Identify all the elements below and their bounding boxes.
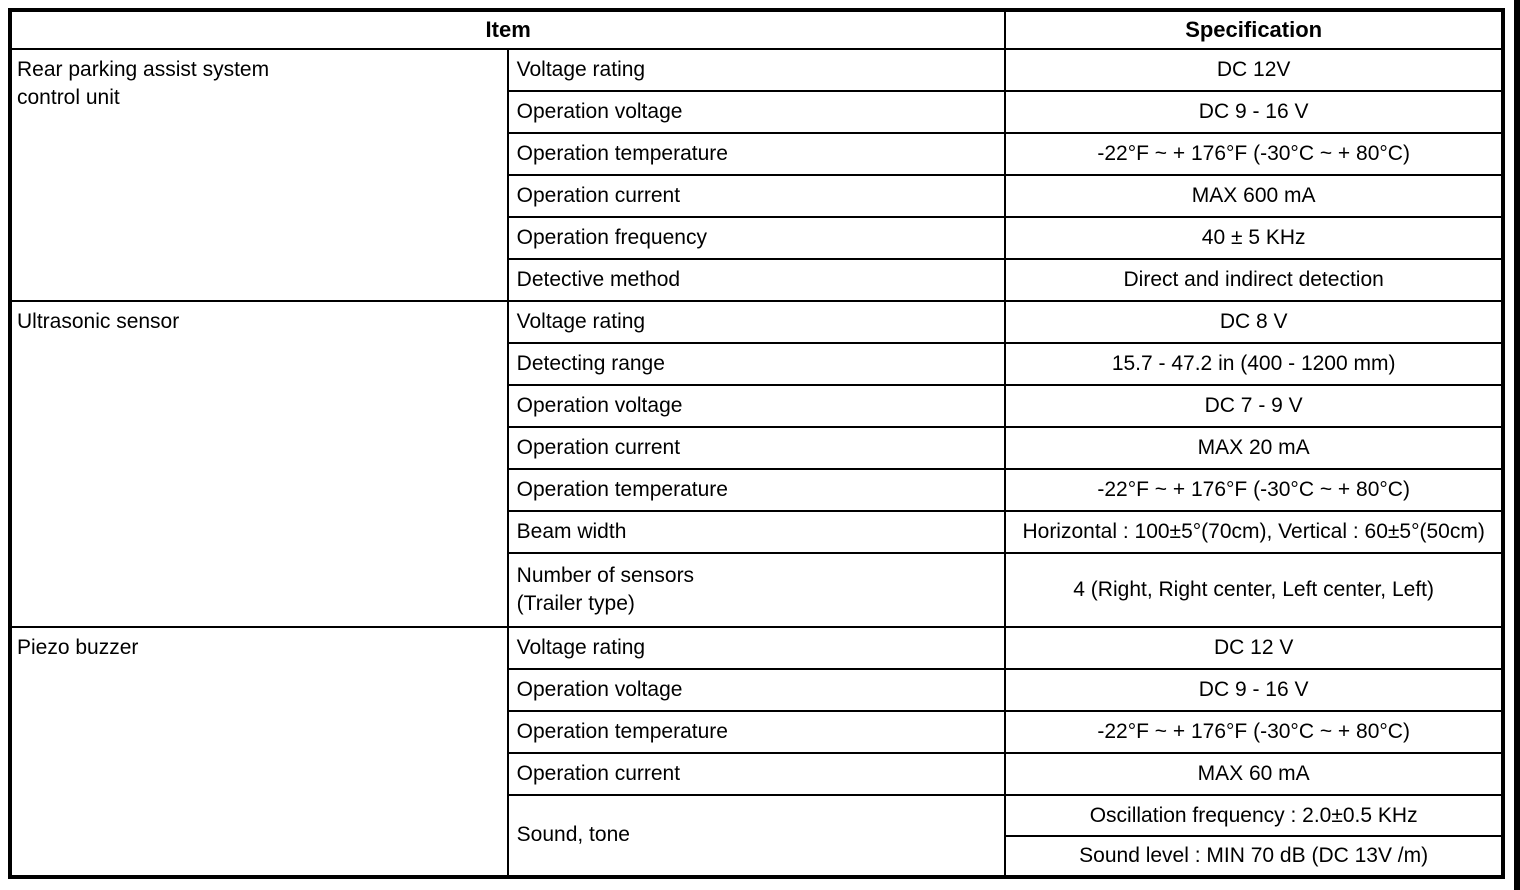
spec-label-cell: Operation current [506, 174, 1007, 218]
table-row: Operation temperature -22°F ~ + 176°F (-… [10, 468, 1504, 512]
spec-value-cell: DC 12V [1004, 48, 1504, 92]
table-row: Operation voltage DC 9 - 16 V [10, 668, 1504, 712]
spec-value-cell: Horizontal : 100±5°(70cm), Vertical : 60… [1004, 510, 1504, 554]
spec-value-cell: MAX 20 mA [1004, 426, 1504, 470]
table-row: Beam width Horizontal : 100±5°(70cm), Ve… [10, 510, 1504, 554]
spec-label-cell: Operation temperature [506, 710, 1007, 754]
spec-label-cell: Operation voltage [506, 90, 1007, 134]
table-row: Piezo buzzer Voltage rating DC 12 V [9, 626, 1504, 878]
table-row: Operation temperature -22°F ~ + 176°F (-… [10, 710, 1504, 754]
spec-label-cell: Detecting range [506, 342, 1007, 386]
group-name-cell: Rear parking assist system control unit [9, 48, 509, 302]
spec-value-cell: MAX 60 mA [1004, 752, 1504, 796]
spec-label-cell: Detective method [506, 258, 1007, 302]
table-row: Sound, tone Oscillation frequency : 2.0±… [10, 794, 1504, 878]
spec-label-cell: Voltage rating [506, 626, 1007, 670]
spec-value-cell: DC 12 V [1004, 626, 1504, 670]
spec-label-cell: Sound, tone [506, 794, 1007, 878]
table-row: Operation voltage DC 7 - 9 V [10, 384, 1504, 428]
spec-value-cell: Oscillation frequency : 2.0±0.5 KHz [1004, 794, 1504, 837]
spec-value-cell: Direct and indirect detection [1004, 258, 1504, 302]
spec-value-cell: 15.7 - 47.2 in (400 - 1200 mm) [1004, 342, 1504, 386]
header-row: Item Specification [8, 9, 1504, 50]
spec-value-cell: -22°F ~ + 176°F (-30°C ~ + 80°C) [1004, 710, 1504, 754]
spec-value-cell: -22°F ~ + 176°F (-30°C ~ + 80°C) [1004, 468, 1504, 512]
table-row: Operation temperature -22°F ~ + 176°F (-… [10, 132, 1504, 176]
table-row: Operation current MAX 60 mA [10, 752, 1504, 796]
spec-label-cell: Operation temperature [506, 468, 1007, 512]
spec-label-cell: Beam width [506, 510, 1007, 554]
spec-label-cell: Voltage rating [506, 300, 1007, 344]
spec-label-cell: Operation voltage [506, 668, 1007, 712]
spec-value-cell: DC 8 V [1004, 300, 1504, 344]
table-row: Ultrasonic sensor Voltage rating DC 8 V [9, 300, 1504, 628]
page-edge-line [1514, 0, 1520, 890]
spec-label-cell: Operation temperature [506, 132, 1007, 176]
header-specification: Specification [1004, 9, 1504, 50]
group-name-cell: Ultrasonic sensor [9, 300, 509, 628]
spec-value-cell: DC 7 - 9 V [1004, 384, 1504, 428]
header-item: Item [8, 9, 1007, 50]
spec-value-cell: MAX 600 mA [1004, 174, 1504, 218]
spec-value-cell: -22°F ~ + 176°F (-30°C ~ + 80°C) [1004, 132, 1504, 176]
table-row: Detective method Direct and indirect det… [10, 258, 1504, 302]
spec-value-cell: 4 (Right, Right center, Left center, Lef… [1004, 552, 1504, 628]
spec-value-cell: 40 ± 5 KHz [1004, 216, 1504, 260]
spec-value-cell: DC 9 - 16 V [1004, 668, 1504, 712]
spec-label-cell: Operation current [506, 752, 1007, 796]
spec-label-cell: Number of sensors (Trailer type) [506, 552, 1007, 628]
group-name-cell: Piezo buzzer [9, 626, 509, 878]
table-row: Operation frequency 40 ± 5 KHz [10, 216, 1504, 260]
table-row: Rear parking assist system control unit … [9, 48, 1504, 302]
spec-value-cell: Sound level : MIN 70 dB (DC 13V /m) [1004, 835, 1504, 878]
table-row: Operation voltage DC 9 - 16 V [10, 90, 1504, 134]
spec-label-cell: Voltage rating [506, 48, 1007, 92]
table-row: Detecting range 15.7 - 47.2 in (400 - 12… [10, 342, 1504, 386]
spec-label-cell: Operation frequency [506, 216, 1007, 260]
table-row: Number of sensors (Trailer type) 4 (Righ… [10, 552, 1504, 628]
specification-table: Item Specification Rear parking assist s… [8, 8, 1505, 879]
table-row: Sound level : MIN 70 dB (DC 13V /m) [10, 835, 1504, 878]
table-row: Operation current MAX 600 mA [10, 174, 1504, 218]
spec-label-cell: Operation voltage [506, 384, 1007, 428]
spec-value-cell: DC 9 - 16 V [1004, 90, 1504, 134]
table-row: Operation current MAX 20 mA [10, 426, 1504, 470]
spec-label-cell: Operation current [506, 426, 1007, 470]
